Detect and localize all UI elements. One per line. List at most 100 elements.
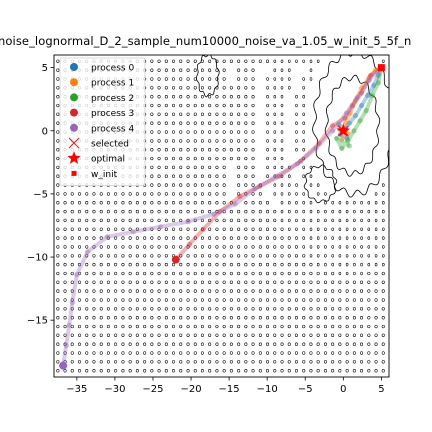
y-tick-label: 5 xyxy=(42,63,48,74)
data-point xyxy=(232,201,238,207)
contour-loop xyxy=(324,74,381,177)
legend-entry: process 3 xyxy=(70,108,134,119)
legend-marker xyxy=(70,108,78,117)
legend-entry: optimal xyxy=(67,151,125,165)
data-point xyxy=(330,128,336,134)
contour-loop xyxy=(196,55,220,98)
data-point xyxy=(366,75,372,81)
data-point xyxy=(349,102,356,109)
data-point xyxy=(342,115,348,121)
x-tick-label: −25 xyxy=(142,384,163,395)
data-point xyxy=(375,80,381,86)
data-point xyxy=(372,67,378,73)
legend-label: process 0 xyxy=(91,64,134,74)
data-point xyxy=(339,145,345,151)
data-point xyxy=(211,211,217,217)
series-line xyxy=(61,66,383,366)
data-point xyxy=(104,234,110,240)
marker-layer xyxy=(59,64,385,370)
legend-entry: selected xyxy=(68,137,129,150)
data-point xyxy=(66,322,72,328)
data-point xyxy=(273,173,279,179)
data-point xyxy=(186,241,193,247)
data-point xyxy=(357,118,363,124)
legend-label: selected xyxy=(91,140,129,150)
contour-loop xyxy=(312,55,389,198)
data-point xyxy=(130,229,136,235)
data-point xyxy=(366,77,372,83)
data-point xyxy=(339,137,345,143)
x-tick-label: 5 xyxy=(378,384,384,395)
data-point xyxy=(333,135,340,141)
contour-loop xyxy=(303,164,338,204)
data-point xyxy=(371,82,377,88)
data-point xyxy=(369,92,375,98)
y-tick-label: 0 xyxy=(42,126,48,137)
legend-label: process 1 xyxy=(91,79,134,89)
data-point xyxy=(74,272,80,278)
chart-title: noise_lognormal_D_2_sample_num10000_nois… xyxy=(0,34,412,48)
optimal-marker xyxy=(336,123,350,137)
data-point xyxy=(344,135,350,141)
legend-label: w_init xyxy=(91,170,118,180)
legend: process 0 process 1 process 2 process 3 proc… xyxy=(59,57,146,186)
data-point xyxy=(359,90,365,96)
x-tick-label: −15 xyxy=(219,384,240,395)
data-point xyxy=(298,158,304,164)
x-tick-label: −20 xyxy=(180,384,201,395)
process-3-end-point xyxy=(171,255,180,264)
data-point xyxy=(158,224,164,230)
x-tick-label: −30 xyxy=(104,384,125,395)
data-point xyxy=(84,249,91,255)
legend-marker xyxy=(71,170,77,176)
y-tick-label: −10 xyxy=(27,253,48,264)
legend-marker xyxy=(68,137,80,149)
data-point xyxy=(252,186,258,192)
legend-marker xyxy=(70,63,78,71)
data-point xyxy=(217,209,223,215)
data-point xyxy=(237,193,243,199)
legend-entry: process 0 xyxy=(70,63,134,74)
data-point xyxy=(375,72,381,78)
data-point xyxy=(63,342,69,348)
legend-label: process 4 xyxy=(91,124,134,134)
axes-layer: −35 −30 −25 −20 −15 −10 −5 0 5 5 0 −5 −10 −15 xyxy=(27,54,390,395)
process-4-end-point xyxy=(59,361,68,370)
data-point xyxy=(313,145,319,151)
data-point xyxy=(359,85,365,91)
data-point xyxy=(351,128,357,134)
axes-frame xyxy=(53,54,390,378)
x-tick-label: −35 xyxy=(66,384,87,395)
series-line xyxy=(174,65,383,261)
w-init-marker xyxy=(377,64,385,72)
series-4 xyxy=(60,65,384,369)
series-3 xyxy=(173,65,384,263)
data-point xyxy=(257,183,263,189)
data-point xyxy=(185,219,191,225)
data-point xyxy=(365,92,371,98)
data-point xyxy=(345,138,351,144)
legend-label: process 2 xyxy=(91,94,134,104)
data-point xyxy=(346,143,352,149)
series-line xyxy=(334,67,384,151)
legend-marker xyxy=(70,78,78,87)
data-point xyxy=(69,299,75,306)
y-tick-label: −15 xyxy=(27,316,48,327)
data-point xyxy=(200,226,206,232)
data-point xyxy=(343,120,349,126)
x-tick-label: −5 xyxy=(298,384,313,395)
data-point xyxy=(352,113,359,119)
legend-entry: process 1 xyxy=(70,78,134,89)
series-line xyxy=(337,66,384,141)
data-point xyxy=(346,120,352,126)
legend-marker xyxy=(67,151,81,164)
data-point xyxy=(352,97,359,104)
legend-label: optimal xyxy=(91,155,125,165)
data-point xyxy=(336,121,342,128)
data-point xyxy=(354,95,360,101)
legend-label: process 3 xyxy=(91,109,134,119)
legend-entry: process 2 xyxy=(70,93,134,104)
data-point xyxy=(295,161,301,167)
legend-marker xyxy=(70,123,78,132)
